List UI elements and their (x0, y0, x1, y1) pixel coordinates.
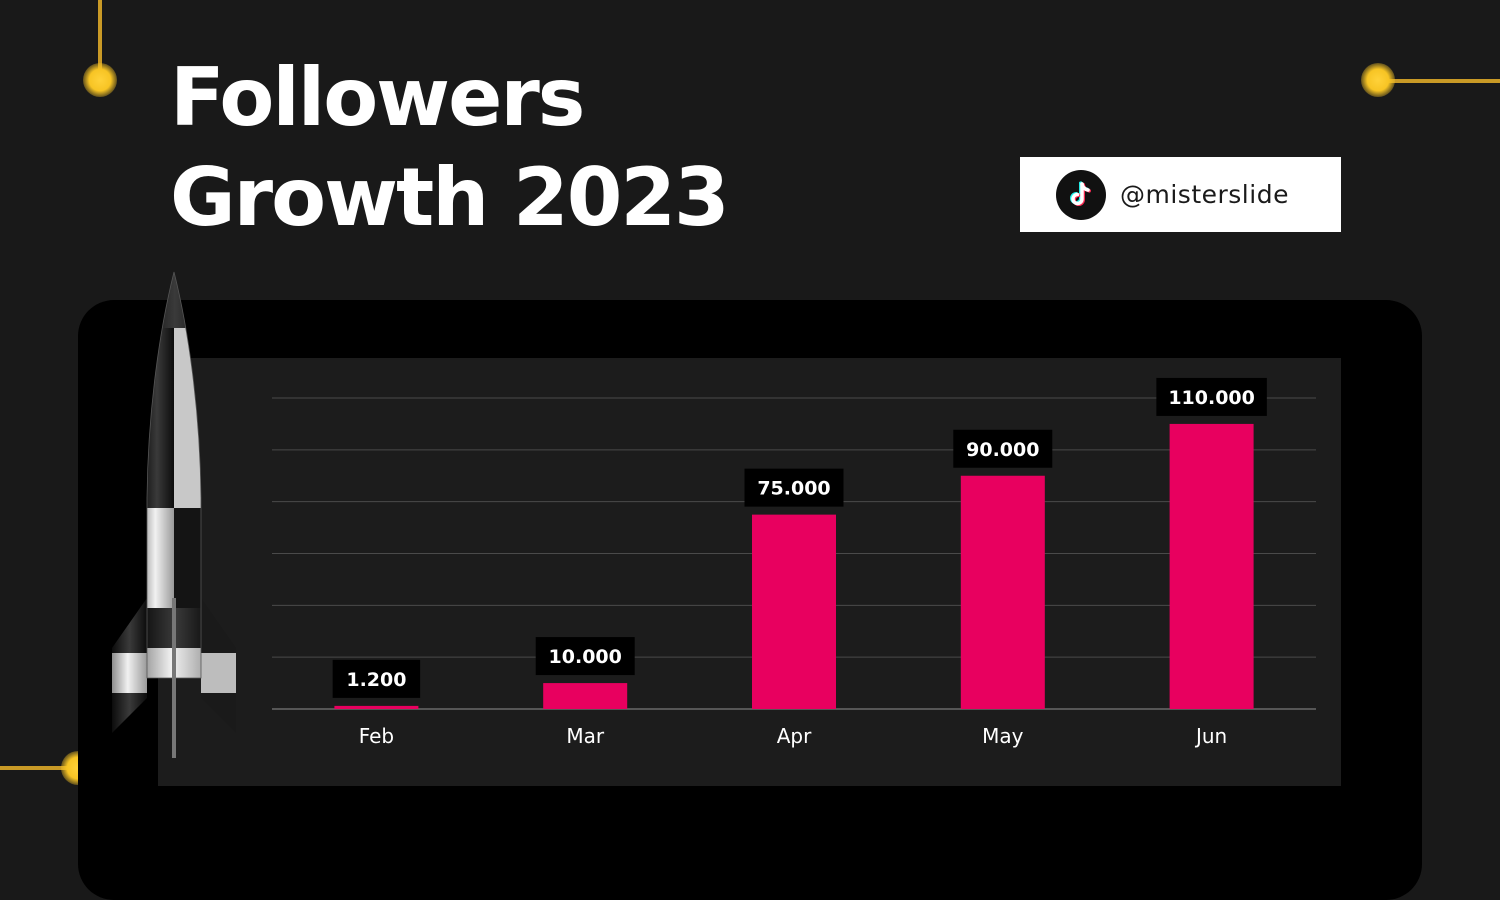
decor-line-top-right (1380, 79, 1500, 83)
data-label-jun: 110.000 (1168, 387, 1255, 409)
title-line-1: Followers (170, 51, 585, 144)
data-label-box-jun (1156, 377, 1267, 416)
x-tick-label-may: May (982, 724, 1024, 748)
x-tick-label-mar: Mar (566, 724, 605, 748)
title-line-2: Growth 2023 (170, 151, 730, 244)
decor-line-top-left (98, 0, 102, 80)
page-title: Followers Growth 2023 (170, 48, 730, 248)
data-label-box-may (953, 429, 1053, 468)
data-label-may: 90.000 (966, 439, 1039, 461)
bar-feb (334, 705, 419, 709)
bar-chart: 1.200 Feb 10.000 Mar 75.000 Apr 90.000 May 110.0… (272, 377, 1316, 748)
rocket-illustration (112, 271, 236, 758)
social-handle-card[interactable]: @misterslide (1020, 157, 1341, 232)
bar-may (960, 475, 1045, 709)
decor-dot-top-right (1361, 63, 1395, 97)
data-label-box-mar (535, 637, 635, 676)
chart-area: 1.200 Feb 10.000 Mar 75.000 Apr 90.000 May 110.0… (158, 358, 1341, 786)
bar-jun (1169, 423, 1254, 709)
data-label-box-apr (744, 468, 844, 507)
x-tick-label-feb: Feb (359, 724, 394, 748)
data-label-mar: 10.000 (549, 646, 622, 668)
social-handle-text: @misterslide (1120, 180, 1289, 209)
tiktok-icon (1056, 169, 1106, 220)
data-label-box-feb (332, 659, 421, 698)
x-tick-label-apr: Apr (777, 724, 812, 748)
x-tick-label-jun: Jun (1194, 724, 1227, 748)
decor-line-bottom-left (0, 766, 80, 770)
bar-mar (543, 683, 628, 709)
bar-apr (752, 514, 836, 709)
data-label-apr: 75.000 (757, 478, 830, 500)
data-label-feb: 1.200 (346, 669, 406, 691)
decor-dot-top-left (83, 63, 117, 97)
